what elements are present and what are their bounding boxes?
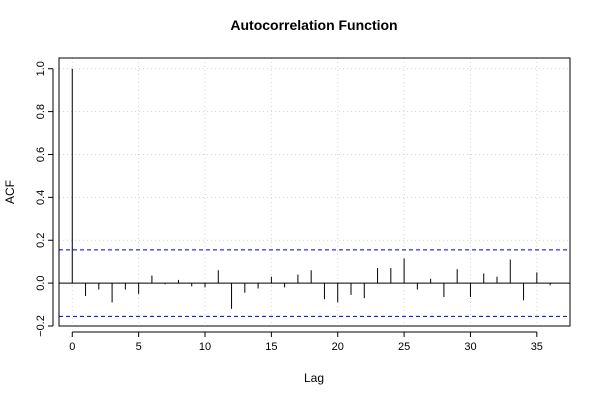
x-tick-label: 30 xyxy=(464,341,476,353)
y-axis-label: ACF xyxy=(3,180,17,204)
x-tick-label: 15 xyxy=(265,341,277,353)
x-axis-label: Lag xyxy=(304,371,324,385)
y-tick-label: −0.2 xyxy=(35,315,47,337)
x-tick-label: 5 xyxy=(136,341,142,353)
x-tick-label: 25 xyxy=(398,341,410,353)
x-tick-label: 10 xyxy=(199,341,211,353)
y-tick-label: 0.8 xyxy=(35,104,47,119)
acf-bars xyxy=(71,68,551,309)
grid-layer xyxy=(59,58,570,327)
y-tick-label: 0.4 xyxy=(35,190,47,205)
confidence-bounds xyxy=(59,249,570,317)
axes: 0 5 10 15 20 25 30 35 −0.2 0.0 0.2 0.4 0.6 0.8 1.0 xyxy=(35,57,571,353)
y-tick-label: 0.0 xyxy=(35,275,47,290)
x-tick-label: 20 xyxy=(332,341,344,353)
plot-frame xyxy=(58,57,571,327)
x-tick-label: 0 xyxy=(69,341,75,353)
y-tick-label: 0.6 xyxy=(35,147,47,162)
y-tick-label: 1.0 xyxy=(35,61,47,76)
chart-title: Autocorrelation Function xyxy=(230,17,397,33)
y-tick-label: 0.2 xyxy=(35,233,47,248)
x-tick-label: 35 xyxy=(531,341,543,353)
